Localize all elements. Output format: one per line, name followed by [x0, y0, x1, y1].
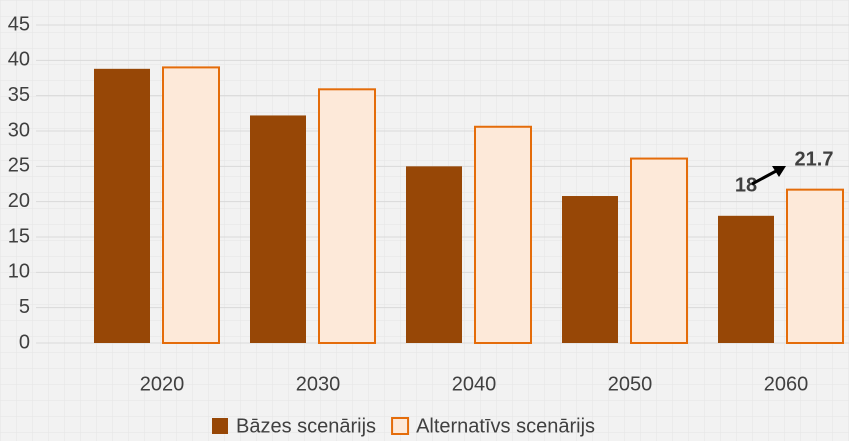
legend-swatch	[391, 417, 410, 435]
arrow-head	[772, 166, 786, 177]
x-tick-label: 2030	[296, 373, 341, 395]
bar	[562, 196, 618, 343]
y-tick-label: 15	[8, 225, 30, 247]
data-label: 21.7	[795, 148, 834, 170]
bar	[94, 68, 150, 344]
bar	[250, 115, 306, 343]
x-tick-label: 2060	[764, 373, 809, 395]
x-tick-label: 2020	[140, 373, 185, 395]
y-tick-label: 45	[8, 13, 30, 35]
bar	[406, 166, 462, 343]
x-tick-label: 2050	[608, 373, 653, 395]
y-tick-label: 5	[19, 296, 30, 318]
y-tick-label: 35	[8, 84, 30, 106]
y-tick-label: 0	[19, 331, 30, 353]
bar	[786, 188, 844, 344]
y-tick-label: 25	[8, 155, 30, 177]
bar	[630, 157, 688, 344]
data-label: 18	[735, 174, 757, 196]
legend-label: Bāzes scenārijs	[236, 415, 376, 437]
bar	[318, 88, 376, 344]
y-tick-label: 30	[8, 119, 30, 141]
bar	[162, 66, 220, 345]
bar	[718, 215, 774, 343]
legend-swatch	[212, 418, 228, 434]
legend-label: Alternatīvs scenārijs	[416, 415, 595, 437]
y-tick-label: 10	[8, 261, 30, 283]
y-tick-label: 40	[8, 49, 30, 71]
arrow	[751, 168, 779, 186]
x-tick-label: 2040	[452, 373, 497, 395]
y-tick-label: 20	[8, 190, 30, 212]
bar	[474, 125, 532, 345]
